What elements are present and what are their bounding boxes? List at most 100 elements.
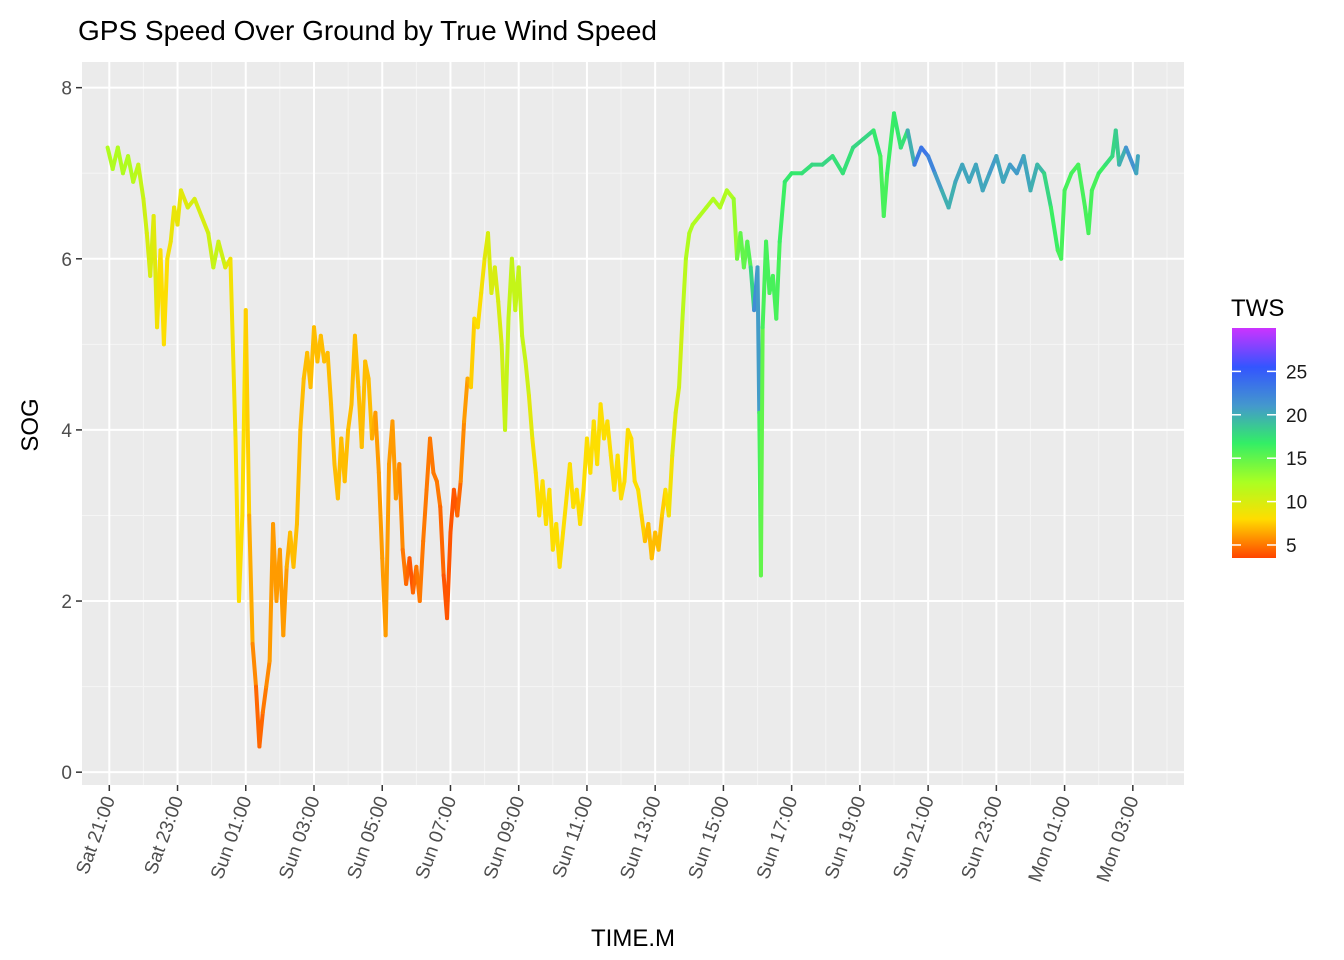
- x-tick-label: Sun 11:00: [549, 794, 598, 881]
- legend: TWS 5 10 15 20 25: [1231, 295, 1307, 558]
- sog-segment: [178, 188, 190, 210]
- x-tick-label: Mon 01:00: [1025, 794, 1075, 886]
- sog-segment: [479, 256, 487, 296]
- sog-segment: [503, 316, 511, 432]
- x-tick-label: Sat 23:00: [141, 794, 189, 878]
- sog-segment: [1028, 162, 1040, 193]
- sog-segment: [777, 179, 787, 244]
- sog-segment: [445, 530, 453, 621]
- sog-segment: [677, 316, 685, 390]
- sog-segment: [126, 154, 136, 184]
- sog-segment: [1021, 154, 1033, 193]
- sog-segment: [1124, 145, 1135, 167]
- sog-segment: [346, 402, 354, 432]
- legend-title: TWS: [1231, 295, 1284, 322]
- sog-segment: [820, 154, 835, 167]
- sog-segment: [932, 171, 944, 193]
- sog-segment: [892, 111, 903, 150]
- chart-title: GPS Speed Over Ground by True Wind Speed: [78, 15, 657, 46]
- sog-segment: [352, 333, 361, 390]
- sog-segment: [359, 359, 368, 450]
- sog-segment: [774, 239, 782, 321]
- x-tick-label: Mon 03:00: [1093, 794, 1143, 886]
- legend-tick-label: 25: [1286, 362, 1307, 383]
- sog-segment: [764, 239, 772, 296]
- x-tick-label: Sun 07:00: [412, 794, 461, 883]
- sog-segment: [871, 128, 883, 159]
- x-tick-label: Sun 01:00: [207, 794, 256, 883]
- sog-segment: [980, 171, 992, 193]
- x-tick-label: Sun 15:00: [685, 794, 734, 883]
- sog-segment: [260, 684, 269, 715]
- sog-segment: [363, 359, 371, 381]
- sog-segment: [926, 154, 937, 176]
- sog-segment: [557, 530, 566, 569]
- sog-segment: [523, 359, 531, 398]
- sog-segment: [1042, 171, 1053, 210]
- sog-segment: [329, 402, 337, 467]
- grid-lines: [82, 62, 1184, 785]
- y-tick-label: 2: [61, 592, 72, 613]
- sog-segment: [758, 325, 765, 578]
- legend-colorbar: [1232, 328, 1276, 558]
- sog-segment: [115, 145, 125, 176]
- sog-segment: [397, 462, 405, 552]
- x-tick-label: Sun 21:00: [889, 794, 938, 883]
- sog-segment: [1086, 188, 1094, 236]
- sog-segment: [1113, 128, 1122, 167]
- legend-tick-label: 10: [1286, 493, 1307, 514]
- sog-segment: [1089, 171, 1101, 193]
- sog-segment: [1001, 162, 1012, 184]
- sog-segment: [683, 231, 692, 261]
- sog-segment: [905, 128, 917, 167]
- x-tick-label: Sun 13:00: [617, 794, 666, 883]
- sog-segment: [718, 188, 729, 210]
- sog-segment: [605, 419, 613, 458]
- sog-segment: [192, 196, 204, 219]
- sog-segment: [953, 162, 965, 184]
- sog-segment: [629, 436, 637, 484]
- plot-panel: [82, 62, 1184, 785]
- sog-segment: [530, 436, 538, 475]
- sog-segment: [1117, 145, 1128, 167]
- sog-segment: [376, 470, 385, 561]
- legend-tick-label: 5: [1286, 536, 1297, 557]
- legend-tick-label: 20: [1286, 406, 1307, 427]
- sog-segment: [755, 265, 762, 415]
- sog-segment: [228, 256, 238, 441]
- sog-segment: [216, 239, 228, 270]
- sog-segment: [851, 137, 866, 150]
- sog-segment: [247, 513, 255, 646]
- sog-segment: [455, 479, 463, 518]
- sog-segment: [492, 265, 501, 304]
- sog-segment: [680, 256, 688, 321]
- sog-segment: [175, 188, 183, 227]
- sog-segment: [421, 487, 429, 544]
- sog-segment: [656, 513, 664, 552]
- sog-segment: [1076, 162, 1088, 210]
- x-tick-label: Sun 05:00: [344, 794, 393, 883]
- legend-tick-label: 15: [1286, 449, 1307, 470]
- sog-segment: [673, 385, 682, 415]
- sog-segment: [861, 128, 876, 142]
- y-axis: 0 2 4 6 8: [61, 79, 82, 784]
- sog-segment: [417, 539, 426, 604]
- sog-segment: [619, 479, 627, 501]
- sog-segment: [281, 564, 289, 638]
- sog-segment: [885, 111, 896, 176]
- sog-segment: [428, 436, 436, 475]
- sog-segment: [881, 171, 890, 219]
- sog-segment: [383, 462, 392, 638]
- sog-segment: [840, 145, 856, 176]
- sog-segment: [298, 376, 306, 432]
- sog-segment: [670, 410, 678, 458]
- sog-segment: [745, 239, 753, 270]
- sog-segment: [161, 256, 170, 347]
- sog-segment: [318, 333, 327, 364]
- sog-segment: [830, 154, 845, 176]
- sog-segment: [136, 162, 146, 201]
- y-axis-title: SOG: [17, 398, 44, 451]
- y-tick-label: 4: [61, 421, 72, 442]
- sog-segment: [468, 316, 477, 390]
